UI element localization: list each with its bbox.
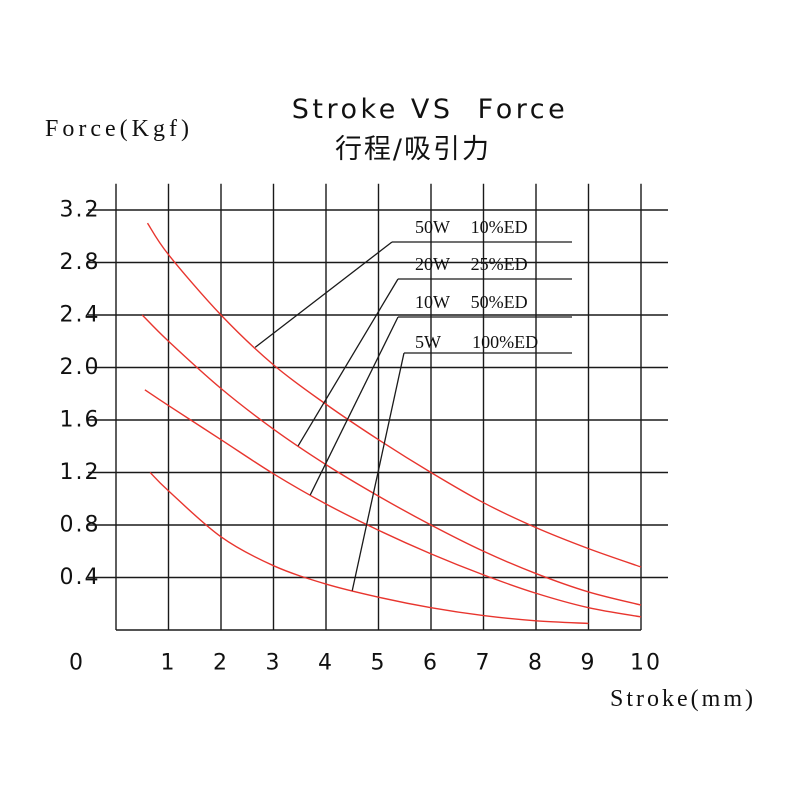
series-label: 5W 100%ED [415, 332, 538, 352]
y-tick-label: 2.4 [60, 303, 101, 328]
y-tick-label: 2.0 [60, 355, 101, 380]
x-tick-label: 3 [266, 651, 282, 676]
series-label: 20W 25%ED [415, 254, 528, 274]
leader-line [351, 352, 405, 591]
leader-line [297, 278, 399, 447]
chart-title: Stroke VS Force [292, 94, 568, 125]
x-tick-label: 9 [581, 651, 597, 676]
y-tick-label: 2.8 [60, 250, 101, 275]
x-tick-label: 7 [476, 651, 492, 676]
x-tick-label: 10 [630, 651, 662, 676]
x-tick-label: 2 [213, 651, 229, 676]
y-tick-label: 1.6 [60, 408, 101, 433]
leader-line [309, 316, 399, 496]
series-line-20w-25-ed [141, 314, 642, 606]
y-tick-label: 0.4 [60, 565, 101, 590]
series-line-5w-100-ed [149, 472, 589, 625]
series-label: 50W 10%ED [415, 217, 528, 237]
series-legend: 50W 10%ED 20W 25%ED 10W 50%ED 5W 100%ED [254, 217, 572, 591]
x-axis-label: Stroke(mm) [610, 686, 756, 712]
y-tick-label: 0.8 [60, 513, 101, 538]
x-tick-label: 4 [318, 651, 334, 676]
y-tick-label: 3.2 [60, 198, 101, 223]
x-axis-ticks: 0 1 2 3 4 5 6 7 8 9 10 [69, 651, 662, 676]
y-axis-label: Force(Kgf) [45, 116, 193, 142]
series-curves [141, 222, 642, 625]
x-tick-label: 0 [69, 651, 85, 676]
y-tick-label: 1.2 [60, 460, 101, 485]
y-axis-ticks: 0.4 0.8 1.2 1.6 2.0 2.4 2.8 3.2 [60, 198, 101, 591]
series-line-10w-50-ed [144, 389, 642, 618]
series-line-50w-10-ed [146, 222, 642, 568]
x-tick-label: 5 [371, 651, 387, 676]
leader-line [254, 241, 393, 348]
x-tick-label: 8 [528, 651, 544, 676]
series-label: 10W 50%ED [415, 292, 528, 312]
chart-subtitle: 行程/吸引力 [335, 134, 491, 165]
x-tick-label: 1 [161, 651, 177, 676]
x-tick-label: 6 [423, 651, 439, 676]
